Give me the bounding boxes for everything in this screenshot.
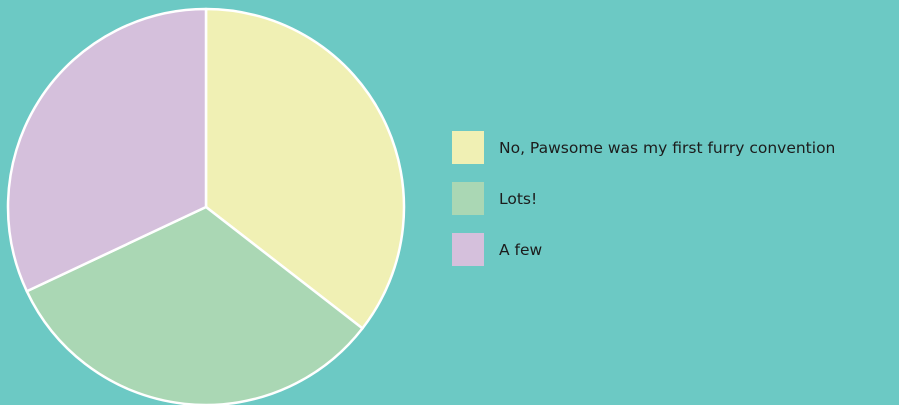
pie-slice-1 xyxy=(25,205,364,405)
legend-swatch xyxy=(452,233,484,266)
pie-slices xyxy=(6,7,406,405)
legend-label: A few xyxy=(499,240,543,259)
legend-label: Lots! xyxy=(499,189,538,208)
legend-item-1: Lots! xyxy=(452,182,835,215)
pie-slice-2 xyxy=(6,7,208,293)
legend: No, Pawsome was my first furry conventio… xyxy=(452,131,835,266)
legend-label: No, Pawsome was my first furry conventio… xyxy=(499,138,836,157)
legend-item-2: A few xyxy=(452,233,835,266)
pie-slice-0 xyxy=(204,7,406,330)
legend-swatch xyxy=(452,182,484,215)
legend-item-0: No, Pawsome was my first furry conventio… xyxy=(452,131,835,164)
legend-swatch xyxy=(452,131,484,164)
